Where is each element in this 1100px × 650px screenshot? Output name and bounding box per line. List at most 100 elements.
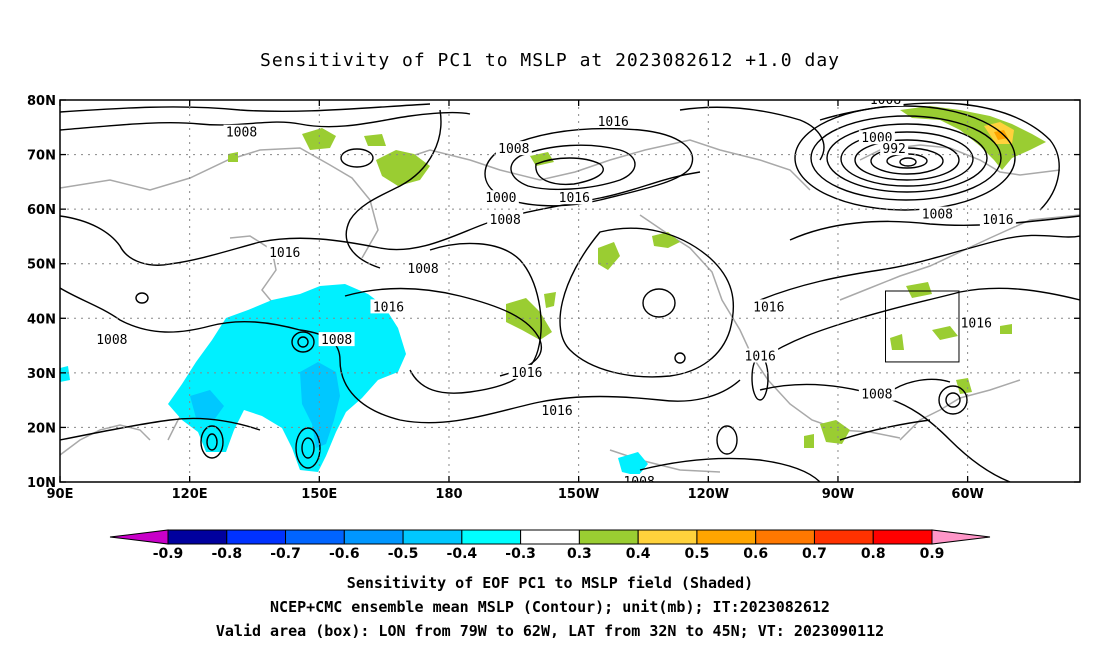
positive-sensitivity-patch [530,152,554,166]
contour-label-bg [919,206,956,221]
contour-label-bg [223,124,260,139]
gridlines [60,100,1080,482]
contour-label-bg [487,212,524,227]
negative-sensitivity-region [168,284,406,472]
positive-sensitivity-patch [1000,324,1012,334]
contour-label: 1016 [541,404,572,419]
positive-sensitivity-patch [228,152,238,162]
contour-label: 1016 [753,300,784,315]
contour-label-bg [556,190,593,205]
colorbar-swatch [813,529,874,545]
contour-label: 1008 [407,262,438,277]
colorbar-swatch [461,529,522,545]
colorbar-swatch [226,529,287,545]
positive-sensitivity-patch [890,334,904,350]
colorbar-swatch [167,529,228,545]
colorbar-swatch [578,529,639,545]
colorbar-label: 0.8 [861,546,886,562]
contour-label-bg [370,299,407,314]
lon-tick-label: 90W [822,487,854,502]
lon-tick-label: 180 [435,487,462,502]
contour-label: 1008 [490,213,521,228]
caption-line-2: NCEP+CMC ensemble mean MSLP (Contour); u… [270,598,830,616]
colorbar-label: -0.8 [211,546,242,562]
contour-label-bg [482,190,519,205]
lon-tick-label: 60W [951,487,983,502]
positive-sensitivity-patch [544,292,556,308]
positive-sensitivity-patch [302,128,336,150]
contour-label: 1008 [498,142,529,157]
contour-label-bg [750,299,787,314]
contour-label-bg [858,386,895,401]
colorbar-label: -0.9 [153,546,184,562]
negative-sensitivity-patch [60,366,70,382]
positive-sensitivity-patch [364,134,386,146]
contour-label: 1008 [870,93,901,108]
colorbar-label: 0.9 [920,546,945,562]
contour-label-bg [858,130,895,145]
colorbar-label: -0.3 [505,546,536,562]
contour-label: 1016 [745,349,776,364]
contour-label: 1016 [961,317,992,332]
positive-sensitivity-patch [652,232,680,248]
positive-sensitivity-patch [598,242,620,270]
colorbar-swatch [285,529,345,545]
contour-label: 1008 [861,388,892,403]
colorbar-label: 0.3 [567,546,592,562]
contour-label-bg [405,261,442,276]
positive-sensitivity-patch [906,282,932,298]
colorbar-swatch [755,529,815,545]
contour-label: 1016 [373,300,404,315]
contour-labels: 1008 1016 1008 1008 1016 1016 1008 1008 1000 1008… [93,93,1016,482]
contour-label: 1008 [321,333,352,348]
lat-tick-label: 30N [27,367,56,382]
contour-label: 1016 [269,246,300,261]
contour-label: 992 [882,142,905,157]
contour-label: 1016 [559,191,590,206]
contour-label-bg [742,348,779,363]
valid-area-box [885,290,960,363]
colorbar-label: 0.5 [685,546,710,562]
negative-sensitivity-core [190,390,224,420]
contour-label-bg [979,212,1016,227]
axis-labels: 90E 120E 150E 180 150W 120W 90W 60W 10N 20N 30N 40N… [27,94,984,502]
contour-label-bg [539,403,576,418]
positive-sensitivity-patch [376,150,430,186]
contour-label: 1016 [982,213,1013,228]
contour-label: 1000 [485,191,516,206]
contour-label: 1008 [96,333,127,348]
colorbar-label: -0.6 [329,546,360,562]
map-title: Sensitivity of PC1 to MSLP at 2023082612… [259,50,840,71]
lat-tick-label: 70N [27,149,56,164]
contour-label-bg [318,332,355,347]
contour-label-bg [867,100,904,106]
sensitivity-shading [60,106,1046,476]
colorbar-label: -0.7 [270,546,301,562]
lat-tick-label: 80N [27,94,56,109]
mslp-contours [60,102,1080,482]
lon-tick-label: 90E [47,487,74,502]
contour-label: 1008 [922,208,953,223]
contour-label-bg [958,315,995,330]
contour-label-bg [621,474,658,482]
positive-sensitivity-patch [820,420,850,444]
plot-area: 1008 1016 1008 1008 1016 1016 1008 1008 1000 1008… [60,93,1080,482]
colorbar-label: -0.5 [388,546,419,562]
caption-line-1: Sensitivity of EOF PC1 to MSLP field (Sh… [346,574,754,592]
colorbar-swatch [402,529,463,545]
positive-sensitivity-patch [804,434,814,448]
contour-label-bg [93,332,130,347]
colorbar-swatch [637,529,698,545]
contour-label-bg [508,364,545,379]
colorbar: -0.9 -0.8 -0.7 -0.6 -0.5 -0.4 -0.3 0.3 0.4 0.5 0.6… [109,529,991,562]
positive-sensitivity-patch [994,130,1008,140]
negative-sensitivity-patch [618,452,648,476]
contour-label-bg [595,113,632,128]
colorbar-label: -0.4 [447,546,478,562]
contour-label-bg [880,141,909,156]
colorbar-label: 0.4 [626,546,651,562]
axis-ticks [59,99,1080,483]
contour-label: 1016 [511,366,542,381]
colorbar-low-end [109,529,169,545]
